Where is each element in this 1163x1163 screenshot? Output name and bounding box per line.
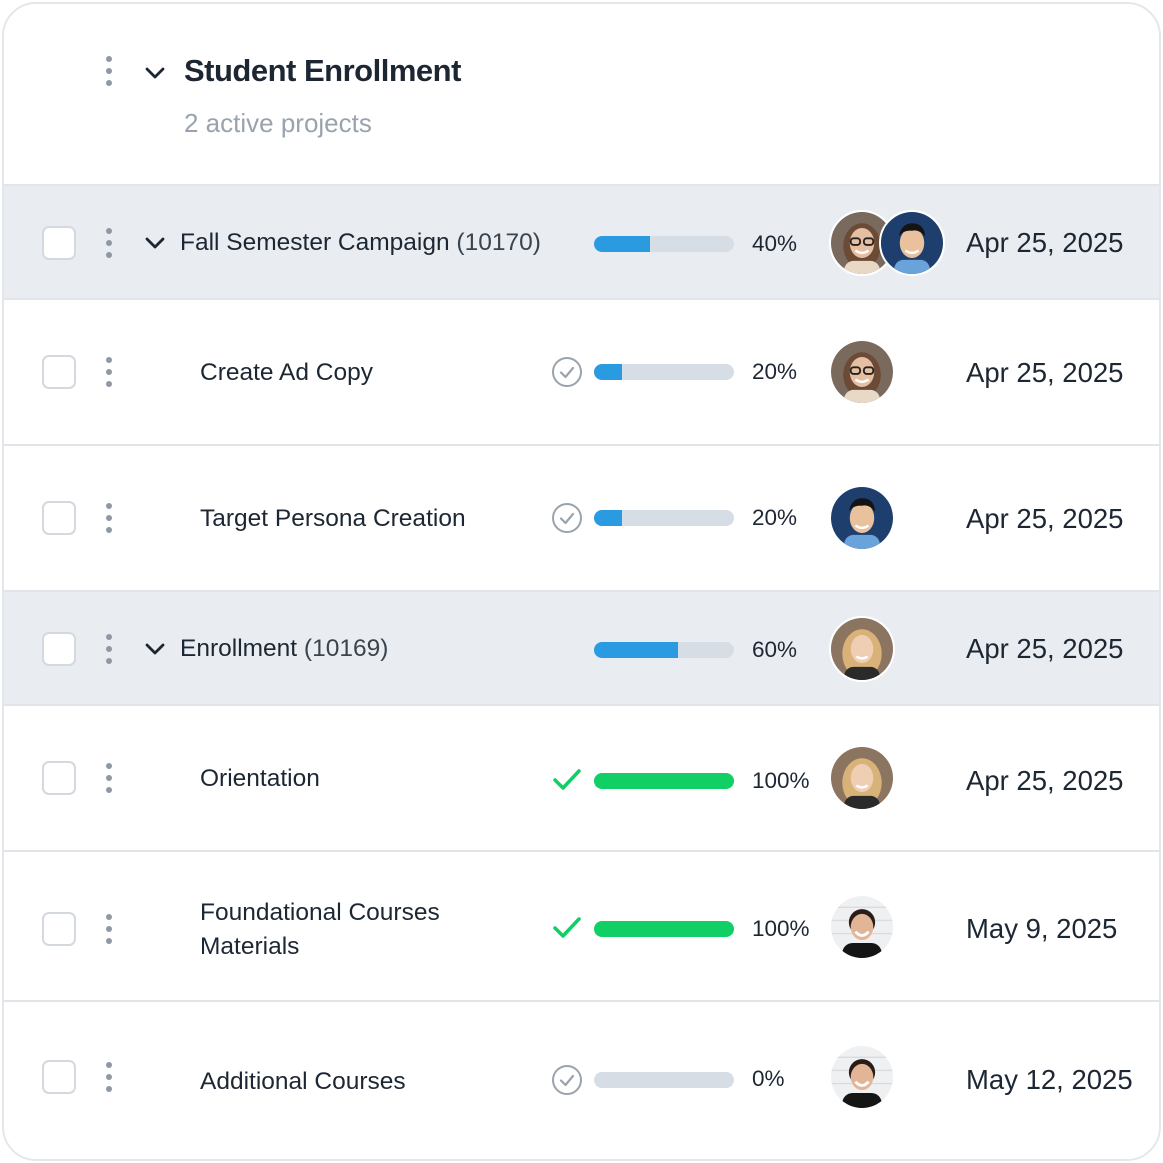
task-row[interactable]: Orientation 100% Apr 25, 2025 [4,704,1159,850]
avatar-woman-glasses[interactable] [829,339,895,405]
more-options-icon[interactable] [104,503,114,533]
due-date: May 9, 2025 [966,913,1118,944]
group-title: Enrollment [180,635,298,662]
progress-percent: 0% [752,1066,785,1091]
task-name[interactable]: Orientation [200,765,320,792]
progress-fill [594,642,678,658]
task-row[interactable]: Additional Courses 0% May 12, 2025 [4,1000,1159,1159]
group-code: (10170) [456,229,541,256]
project-subtitle: 2 active projects [184,108,372,138]
due-date: Apr 25, 2025 [966,765,1124,796]
more-options-icon[interactable] [104,1062,114,1092]
progress-fill [594,921,734,937]
progress-fill [594,364,622,380]
row-checkbox[interactable] [42,632,76,666]
task-row[interactable]: Foundational Courses Materials 100% May … [4,850,1159,1000]
due-date: Apr 25, 2025 [966,503,1124,534]
avatar-woman-blonde[interactable] [829,616,895,682]
progress-percent: 100% [752,916,810,941]
avatar-man-blue-shirt[interactable] [879,210,945,276]
row-checkbox[interactable] [42,501,76,535]
group-row[interactable]: Enrollment (10169) 60% Apr 25, 2025 [4,590,1159,704]
chevron-down-icon[interactable] [144,66,166,80]
group-title: Fall Semester Campaign [180,229,450,256]
task-row[interactable]: Create Ad Copy 20% Apr 25, 2025 [4,298,1159,444]
avatar-woman-dark-hair[interactable] [829,894,895,960]
group-name[interactable]: Fall Semester Campaign (10170) [180,226,541,260]
row-checkbox[interactable] [42,226,76,260]
check-circle-icon[interactable] [551,356,583,388]
checkmark-icon[interactable] [551,912,583,944]
progress-percent: 100% [752,768,810,793]
due-date: Apr 25, 2025 [966,633,1124,664]
avatar-woman-blonde[interactable] [829,745,895,811]
due-date: May 12, 2025 [966,1064,1133,1095]
more-options-icon[interactable] [104,914,114,944]
group-row[interactable]: Fall Semester Campaign (10170) 40% Apr 2… [4,184,1159,298]
project-title: Student Enrollment [184,53,461,88]
more-options-icon[interactable] [104,763,114,793]
group-code: (10169) [303,635,389,662]
progress-fill [594,510,622,526]
task-name-line: Materials [200,933,300,960]
due-date: Apr 25, 2025 [966,227,1124,258]
group-name[interactable]: Enrollment (10169) [180,632,388,666]
chevron-down-icon[interactable] [144,642,166,656]
progress-fill [594,236,650,252]
progress-bar [594,773,734,789]
task-row[interactable]: Target Persona Creation 20% Apr 25, 2025 [4,444,1159,590]
progress-bar [594,510,734,526]
avatar-man-blue-shirt[interactable] [829,485,895,551]
progress-bar [594,236,734,252]
project-header: Student Enrollment 2 active projects [4,4,1159,186]
progress-bar [594,364,734,380]
check-circle-icon[interactable] [551,502,583,534]
more-options-icon[interactable] [104,634,114,664]
progress-bar [594,921,734,937]
task-name-line: Foundational Courses [200,899,440,926]
progress-percent: 20% [752,359,798,384]
checkmark-icon[interactable] [551,764,583,796]
avatar-woman-glasses[interactable] [829,210,895,276]
more-options-icon[interactable] [104,357,114,387]
progress-percent: 40% [752,231,798,256]
row-checkbox[interactable] [42,355,76,389]
progress-bar [594,1072,734,1088]
progress-percent: 20% [752,505,798,530]
more-options-icon[interactable] [104,228,114,258]
task-name[interactable]: Create Ad Copy [200,359,373,386]
more-options-icon[interactable] [104,56,114,86]
row-checkbox[interactable] [42,1060,76,1094]
progress-fill [594,773,734,789]
progress-percent: 60% [752,637,798,662]
due-date: Apr 25, 2025 [966,357,1124,388]
task-name[interactable]: Target Persona Creation [200,505,466,532]
task-name[interactable]: Additional Courses [200,1068,406,1095]
row-checkbox[interactable] [42,761,76,795]
check-circle-icon[interactable] [551,1064,583,1096]
avatar-woman-dark-hair[interactable] [829,1044,895,1110]
task-name[interactable]: Foundational Courses Materials [200,896,440,964]
progress-bar [594,642,734,658]
row-checkbox[interactable] [42,912,76,946]
chevron-down-icon[interactable] [144,236,166,250]
